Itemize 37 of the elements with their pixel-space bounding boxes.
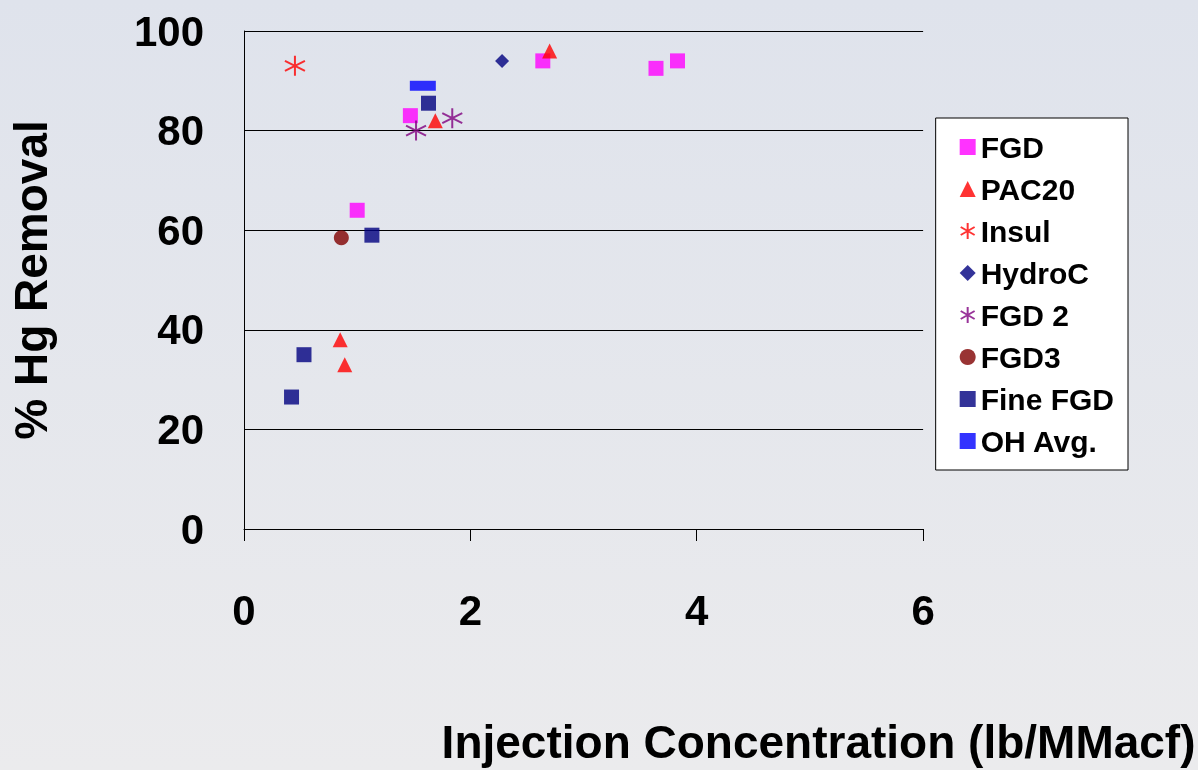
y-axis-title: % Hg Removal	[5, 120, 57, 440]
y-tick-label: 80	[157, 107, 204, 155]
y-tick-label: 100	[133, 7, 204, 55]
point	[495, 53, 510, 68]
y-tick-label: 0	[180, 505, 204, 553]
legend-label: FGD3	[980, 340, 1061, 374]
point	[420, 95, 436, 111]
legend-label: FGD	[980, 130, 1044, 164]
x-axis-title: Injection Concentration (lb/MMacf)	[441, 716, 1196, 768]
point	[405, 119, 428, 142]
legend-label: Fine FGD	[980, 382, 1115, 416]
point	[648, 60, 664, 76]
point	[349, 202, 365, 218]
point	[333, 230, 349, 246]
legend-label: Insul	[980, 214, 1051, 248]
point	[337, 357, 353, 373]
point	[332, 332, 348, 348]
y-tick-label: 20	[157, 405, 204, 453]
y-tick-label: 60	[157, 206, 204, 254]
legend-label: FGD 2	[980, 298, 1070, 332]
point	[542, 43, 558, 59]
point	[364, 227, 380, 243]
point	[670, 53, 686, 69]
point	[296, 347, 312, 363]
legend-label: HydroC	[980, 256, 1090, 290]
point	[427, 113, 443, 129]
x-tick-label: 2	[458, 586, 483, 634]
x-tick-label: 0	[232, 586, 256, 634]
x-tick-label: 6	[911, 586, 935, 634]
legend-label: OH Avg.	[980, 424, 1097, 458]
point	[283, 54, 306, 77]
y-tick-label: 40	[157, 306, 204, 354]
legend-label: PAC20	[980, 172, 1076, 206]
point	[402, 108, 418, 124]
point	[441, 107, 464, 130]
point	[284, 389, 300, 405]
x-tick-label: 4	[685, 586, 710, 634]
